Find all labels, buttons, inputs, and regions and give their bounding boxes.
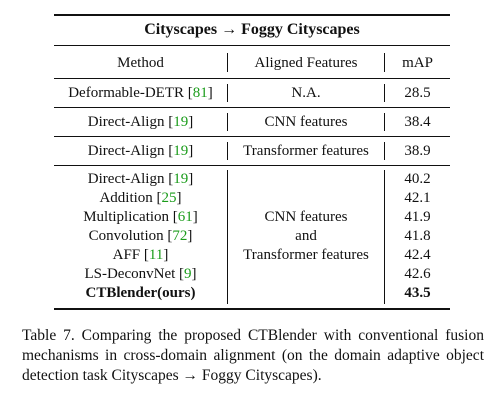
citation-link[interactable]: 81 [192,85,208,101]
group-row-map: 42.4 [404,247,431,263]
col-sep-2-row3 [384,142,385,160]
col-sep-1-row3 [227,142,228,160]
group-row-map: 41.9 [404,209,431,225]
table-bottom-rule [54,308,450,310]
row1-method: Deformable-DETR [81] [68,85,213,101]
title-bottom-rule [54,45,450,46]
method-name: LS-DeconvNet [84,266,176,282]
row2-map: 38.4 [404,114,431,130]
method-name: Convolution [88,228,164,244]
row3-map: 38.9 [404,143,431,159]
header-method: Method [117,55,164,71]
method-name: Direct-Align [87,171,165,187]
method-name: Direct-Align [87,143,165,159]
header-map: mAP [402,55,433,71]
group-row-method-ours: CTBlender(ours) [85,285,196,301]
table-top-rule [54,14,450,16]
citation-link[interactable]: 11 [148,247,164,263]
header-bottom-rule [54,78,450,79]
table-caption: Table 7. Comparing the proposed CTBlende… [22,327,484,384]
citation-link[interactable]: 19 [173,114,189,130]
group-row-map: 40.2 [404,171,431,187]
group-features-line1: CNN features [264,209,348,225]
col-sep-2-header [384,53,385,72]
group-features-line3: Transformer features [243,247,369,263]
citation-link[interactable]: 19 [173,143,189,159]
row3-features: Transformer features [243,143,369,159]
row2-bottom-rule [54,136,450,137]
row1-features: N.A. [291,85,321,101]
row1-bottom-rule [54,107,450,108]
header-aligned-features: Aligned Features [254,55,358,71]
group-features-line2: and [295,228,317,244]
group-row-method: Addition [25] [99,190,182,206]
group-row-method: Multiplication [61] [83,209,198,225]
row2-method: Direct-Align [19] [87,114,194,130]
col-sep-1-row2 [227,113,228,131]
citation-link[interactable]: 9 [184,266,192,282]
citation-link[interactable]: 72 [172,228,188,244]
method-name: Addition [99,190,153,206]
col-sep-2-row2 [384,113,385,131]
row3-bottom-rule [54,165,450,166]
group-row-method: LS-DeconvNet [9] [84,266,197,282]
col-sep-1-header [227,53,228,72]
group-row-method: Convolution [72] [88,228,193,244]
col-sep-1-group [227,170,228,304]
group-row-method: AFF [11] [112,247,169,263]
row2-features: CNN features [264,114,348,130]
group-row-method: Direct-Align [19] [87,171,194,187]
method-name: AFF [112,247,141,263]
group-row-map-best: 43.5 [404,285,431,301]
col-sep-1-row1 [227,84,228,102]
group-row-map: 42.6 [404,266,431,282]
method-name: Multiplication [83,209,170,225]
method-name: Deformable-DETR [68,85,185,101]
col-sep-2-group [384,170,385,304]
col-sep-2-row1 [384,84,385,102]
method-name: Direct-Align [87,114,165,130]
group-row-map: 42.1 [404,190,431,206]
table-title: Cityscapes → Foggy Cityscapes [144,21,360,38]
citation-link[interactable]: 61 [177,209,193,225]
citation-link[interactable]: 19 [173,171,189,187]
group-row-map: 41.8 [404,228,431,244]
citation-link[interactable]: 25 [161,190,177,206]
row3-method: Direct-Align [19] [87,143,194,159]
row1-map: 28.5 [404,85,431,101]
